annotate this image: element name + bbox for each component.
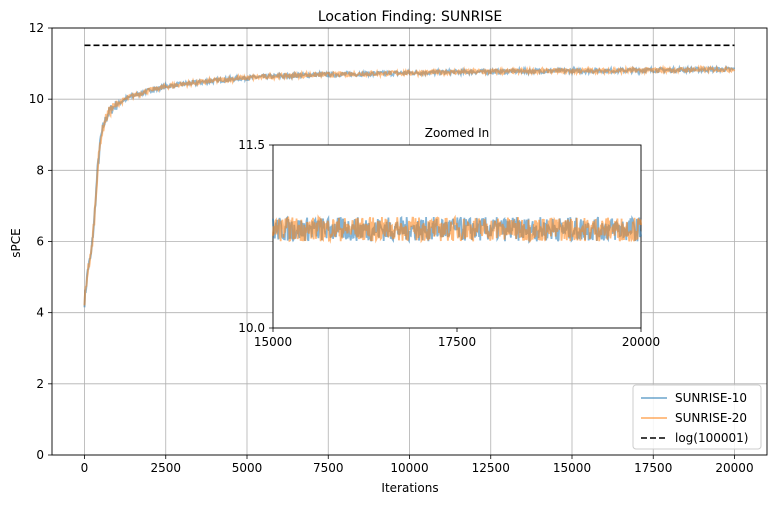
y-tick-label: 8 (36, 163, 44, 177)
y-axis-title: sPCE (9, 228, 23, 257)
legend: SUNRISE-10 SUNRISE-20 log(100001) (632, 384, 762, 450)
legend-label: log(100001) (675, 431, 748, 445)
x-tick-label: 7500 (313, 461, 344, 475)
inset: Zoomed In 15000 17500 20000 10.0 11.5 (238, 126, 660, 349)
chart-title: Location Finding: SUNRISE (318, 9, 502, 25)
x-tick-label: 0 (81, 461, 89, 475)
inset-y-tick-label: 11.5 (238, 138, 265, 152)
y-tick-label: 4 (36, 306, 44, 320)
x-axis-title: Iterations (381, 481, 438, 495)
x-tick-label: 20000 (715, 461, 753, 475)
inset-title: Zoomed In (425, 126, 490, 140)
y-tick-label: 0 (36, 448, 44, 462)
x-tick-label: 17500 (634, 461, 672, 475)
x-tick-label: 12500 (472, 461, 510, 475)
legend-label: SUNRISE-20 (675, 411, 747, 425)
inset-x-tick-label: 17500 (438, 335, 476, 349)
x-tick-label: 2500 (150, 461, 181, 475)
legend-label: SUNRISE-10 (675, 391, 747, 405)
y-tick-label: 10 (29, 92, 44, 106)
x-tick-label: 10000 (390, 461, 428, 475)
inset-x-tick-label: 20000 (622, 335, 660, 349)
inset-series-line-2 (272, 214, 642, 244)
x-tick-label: 15000 (553, 461, 591, 475)
y-tick-label: 6 (36, 235, 44, 249)
y-tick-label: 12 (29, 21, 44, 35)
series-layer (83, 44, 736, 308)
series-line-2 (83, 64, 736, 306)
inset-y-tick-label: 10.0 (238, 321, 265, 335)
legend-box (632, 384, 762, 450)
inset-x-tick-label: 15000 (254, 335, 292, 349)
y-tick-label: 2 (36, 377, 44, 391)
ticks: 0 2500 5000 7500 10000 12500 15000 17500 20000 0 2… (29, 21, 754, 475)
x-tick-label: 5000 (232, 461, 263, 475)
